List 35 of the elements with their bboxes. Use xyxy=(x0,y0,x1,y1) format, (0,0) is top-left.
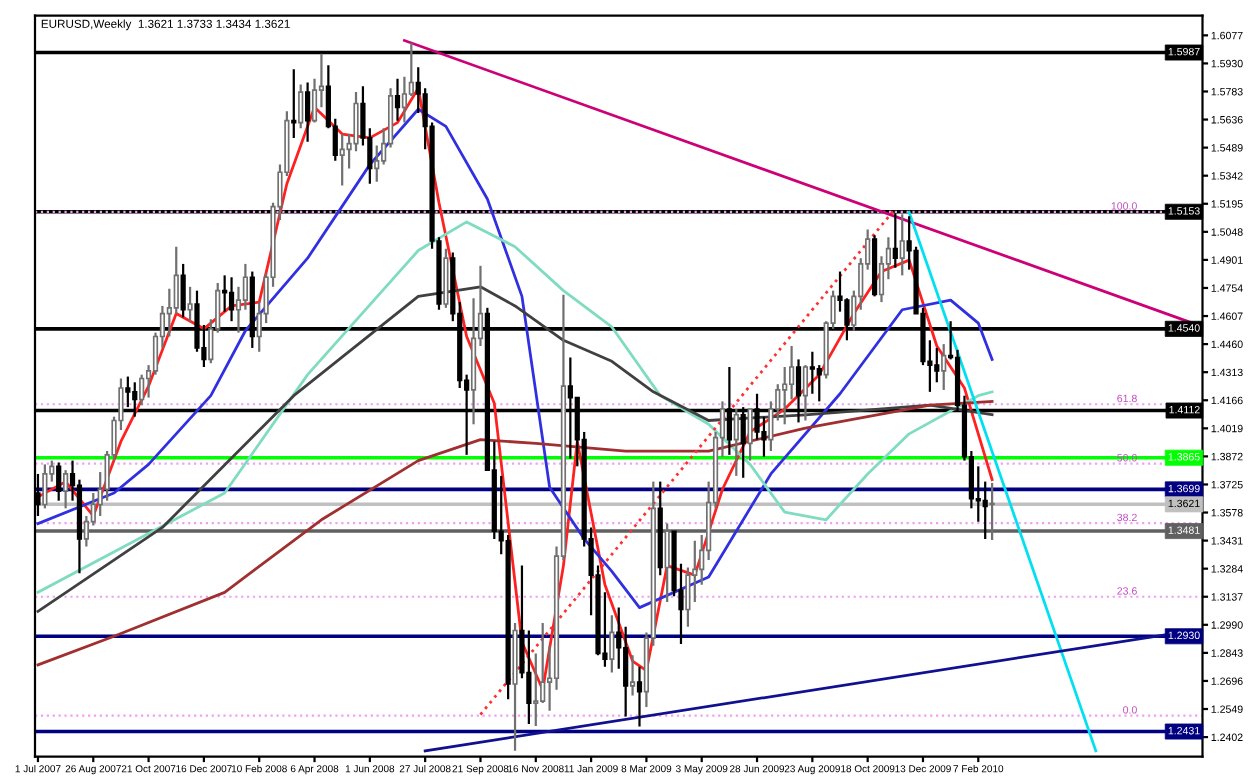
candlestick xyxy=(816,364,822,403)
candlestick xyxy=(173,245,179,315)
candlestick xyxy=(56,461,62,502)
candlestick xyxy=(899,213,905,277)
candlestick xyxy=(636,665,643,728)
candlestick xyxy=(339,132,345,187)
candlestick xyxy=(941,343,947,392)
candlestick xyxy=(42,463,48,510)
candlestick xyxy=(63,469,69,510)
candlestick xyxy=(228,276,235,323)
candlestick xyxy=(982,480,988,540)
candlestick xyxy=(934,346,940,384)
candlestick xyxy=(664,522,670,603)
candlestick xyxy=(533,652,539,728)
candlestick xyxy=(629,654,636,697)
candlestick xyxy=(222,274,228,313)
candlestick xyxy=(187,285,193,323)
line-series xyxy=(36,285,994,613)
candlestick xyxy=(747,407,753,462)
candlestick xyxy=(180,262,186,319)
candlestick xyxy=(733,407,739,477)
candlestick xyxy=(809,350,815,395)
candlestick xyxy=(139,373,145,407)
candlestick xyxy=(802,364,809,422)
candlestick xyxy=(374,144,380,183)
candlestick xyxy=(989,481,995,542)
candlestick xyxy=(291,68,297,139)
line-series xyxy=(36,220,994,594)
candlestick xyxy=(609,614,615,674)
line-series xyxy=(36,400,994,667)
candlestick xyxy=(298,83,304,130)
line-series xyxy=(36,107,994,610)
candlestick xyxy=(443,247,449,309)
candlestick xyxy=(305,81,311,143)
candlestick xyxy=(394,77,401,122)
